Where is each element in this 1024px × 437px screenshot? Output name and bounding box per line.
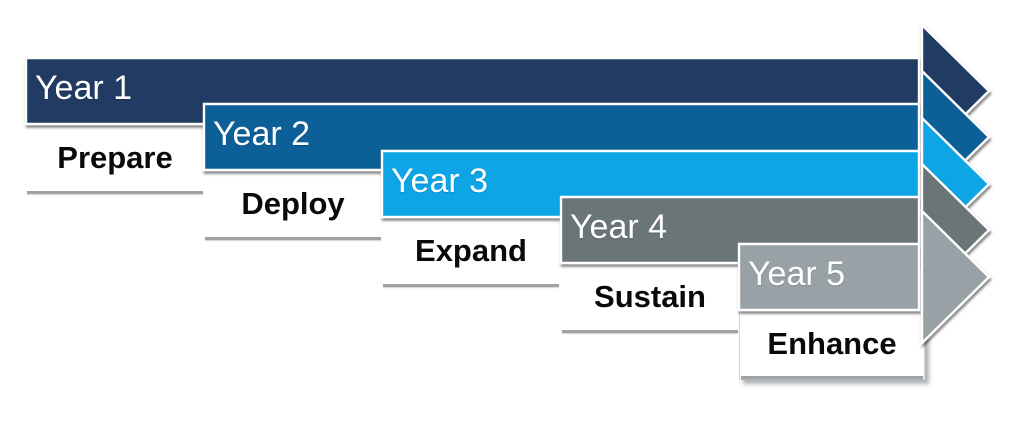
year-label-2: Year 2: [213, 115, 311, 153]
phase-label-year-3: Expand: [415, 232, 527, 268]
phase-box-year-1: Prepare: [26, 124, 204, 194]
year-label-4: Year 4: [570, 208, 668, 246]
phase-box-year-2: Deploy: [204, 170, 382, 240]
phase-label-year-4: Sustain: [594, 278, 706, 314]
phase-underline-year-4: [562, 330, 738, 333]
year-label-3: Year 3: [391, 162, 489, 200]
phase-box-year-5: Enhance: [739, 310, 925, 380]
phase-box-year-3: Expand: [382, 217, 560, 287]
phase-underline-year-1: [27, 191, 203, 194]
phase-box-year-4: Sustain: [561, 263, 739, 333]
year-label-5: Year 5: [748, 255, 846, 293]
phase-label-year-2: Deploy: [241, 185, 345, 221]
phase-label-year-1: Prepare: [57, 139, 173, 175]
year-label-1: Year 1: [35, 69, 133, 107]
phase-underline-year-3: [383, 284, 559, 287]
phase-underline-year-2: [205, 237, 381, 240]
phase-label-year-5: Enhance: [767, 325, 897, 361]
phase-underline-year-5: [741, 376, 923, 379]
